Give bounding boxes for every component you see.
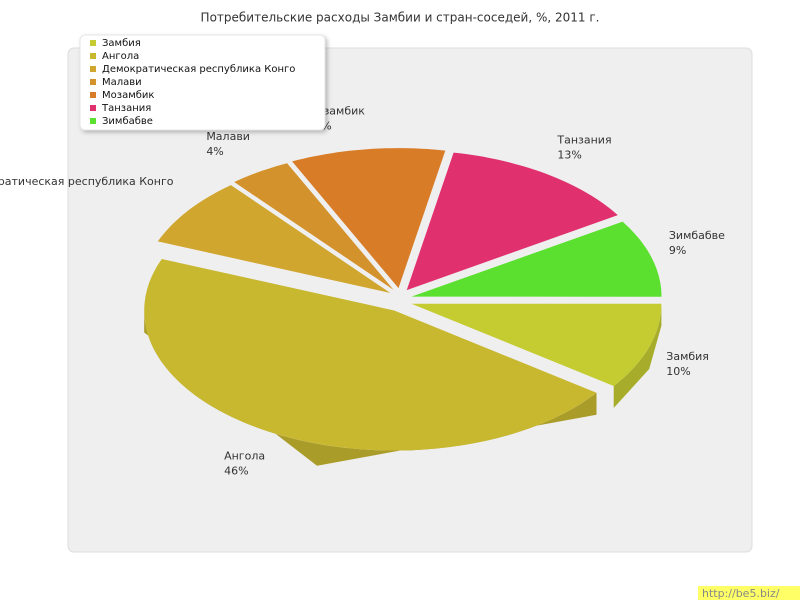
legend-label: Демократическая республика Конго (102, 64, 295, 75)
slice (411, 221, 662, 297)
legend-swatch (90, 92, 96, 98)
legend-swatch (90, 118, 96, 124)
legend-label: Танзания (101, 103, 151, 114)
slice-label: Танзания (556, 133, 611, 146)
slice-label: Малави (206, 130, 250, 143)
value-label: 4% (206, 145, 223, 158)
legend-label: Ангола (102, 51, 139, 62)
value-label: 9% (669, 244, 686, 257)
slice-label: Демократическая республика Конго (0, 175, 174, 188)
watermark: http://be5.biz/ (702, 587, 780, 600)
legend-swatch (90, 40, 96, 46)
legend-items: Замбия Ангола Демократическая республика К… (90, 38, 295, 127)
slice (292, 148, 446, 289)
slice (157, 185, 391, 293)
legend-swatch (90, 105, 96, 111)
slice-side (613, 303, 662, 408)
value-label: 10% (666, 365, 690, 378)
value-label: 46% (224, 464, 248, 477)
chart-title: Потребительские расходы Замбии и стран-с… (201, 11, 600, 25)
slice (411, 303, 662, 386)
legend (79, 34, 326, 131)
slice (144, 259, 597, 451)
legend-label: Мозамбик (102, 90, 154, 101)
plot-area (67, 47, 753, 553)
slice (406, 152, 618, 291)
legend-label: Замбия (102, 38, 141, 49)
legend-swatch (90, 66, 96, 72)
slice-label: Зимбабве (669, 229, 725, 242)
legend-label: Малави (102, 77, 142, 88)
legend-swatch (90, 79, 96, 85)
watermark-bg (698, 586, 800, 600)
pie: Замбия 10% Ангола 46% Демократическая респуб… (0, 104, 725, 477)
slice (234, 163, 394, 290)
slice-label: Ангола (224, 449, 265, 462)
value-label: 13% (557, 148, 581, 161)
legend-swatch (90, 53, 96, 59)
legend-label: Зимбабве (102, 116, 153, 127)
slice-label: Замбия (666, 350, 709, 363)
